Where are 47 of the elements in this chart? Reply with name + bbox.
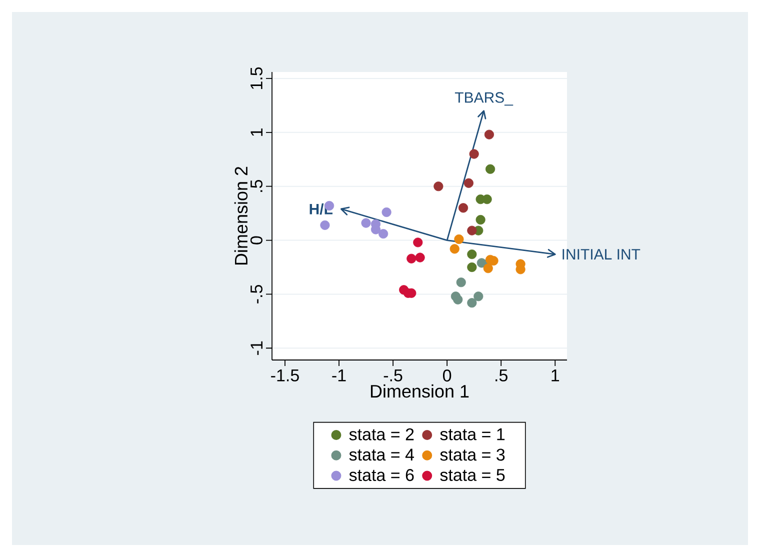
y-tick-label: -.5 — [250, 284, 262, 304]
legend-label: stata = 4 — [349, 448, 414, 461]
legend-label: stata = 2 — [349, 428, 414, 440]
point — [361, 218, 371, 228]
x-tick-label: -.5 — [384, 370, 402, 382]
y-tick-label: -1 — [250, 341, 262, 355]
point — [415, 252, 425, 262]
point — [378, 228, 388, 239]
point — [476, 214, 486, 225]
y-axis-title: Dimension 2 — [234, 166, 248, 265]
point — [484, 130, 494, 140]
y-tick-label: .5 — [250, 180, 262, 192]
legend-label: stata = 5 — [440, 469, 505, 482]
point — [467, 249, 477, 260]
point — [467, 226, 477, 236]
point — [456, 278, 466, 288]
y-tick-label: 1 — [250, 128, 262, 136]
point — [483, 264, 493, 274]
point — [382, 207, 392, 218]
annotation: TBARS_ — [454, 92, 514, 106]
legend-label: stata = 1 — [440, 428, 505, 440]
point — [467, 262, 477, 272]
point — [464, 178, 474, 188]
point — [434, 182, 444, 192]
point — [454, 234, 464, 244]
point — [482, 194, 492, 204]
x-tick-label: -1.5 — [271, 370, 299, 382]
point — [453, 294, 463, 304]
point — [320, 220, 330, 230]
y-tick-label: 0 — [250, 236, 262, 244]
point — [406, 254, 416, 264]
point — [413, 238, 423, 248]
x-tick-label: .5 — [496, 370, 508, 382]
x-tick-label: -1 — [332, 370, 346, 382]
annotation: INITIAL INT — [562, 249, 640, 260]
point — [474, 292, 484, 302]
x-tick-label: 1 — [552, 370, 560, 382]
point — [467, 298, 477, 308]
legend-label: stata = 3 — [440, 448, 505, 461]
point — [485, 164, 496, 174]
x-tick-label: 0 — [442, 370, 452, 382]
point — [469, 149, 479, 159]
y-tick-label: 1.5 — [250, 67, 262, 89]
x-axis-title: Dimension 1 — [370, 384, 469, 398]
point — [450, 244, 460, 254]
point — [458, 203, 468, 213]
legend-label: stata = 6 — [349, 469, 414, 482]
